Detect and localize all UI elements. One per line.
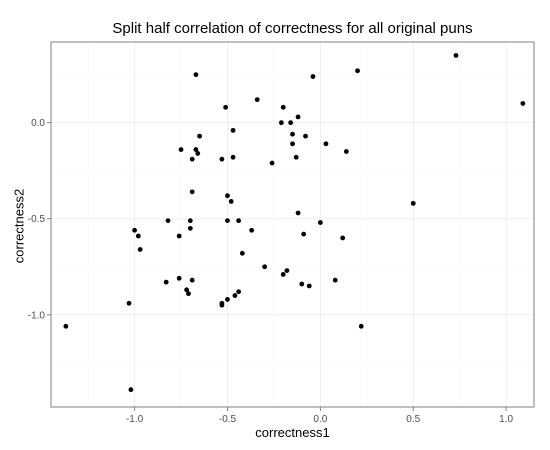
- data-point: [278, 120, 284, 126]
- data-point: [280, 272, 286, 277]
- data-point: [176, 233, 182, 239]
- data-point: [176, 275, 182, 281]
- plot-panel-border: [50, 41, 535, 408]
- data-point: [135, 233, 141, 239]
- data-point: [340, 235, 346, 241]
- y-axis: -1.0 -0.5 0.0: [28, 118, 51, 321]
- data-point: [295, 210, 301, 216]
- x-axis: -1.0 -0.5 0.0 0.5 1.0: [126, 407, 514, 425]
- data-point: [126, 300, 132, 306]
- data-point: [193, 147, 199, 152]
- data-point: [306, 283, 312, 289]
- data-point: [63, 323, 69, 329]
- data-point: [178, 147, 184, 152]
- data-point: [189, 189, 195, 195]
- x-tick-label: -0.5: [219, 414, 237, 425]
- data-point: [230, 154, 236, 160]
- data-point: [410, 200, 416, 206]
- x-tick-label: 0.0: [313, 414, 327, 425]
- data-point: [189, 156, 195, 162]
- data-point: [232, 293, 238, 298]
- data-point: [195, 151, 201, 156]
- plot-panel: [51, 42, 534, 407]
- data-point: [193, 72, 199, 78]
- x-tick-label: -1.0: [126, 414, 144, 425]
- x-tick-label: 1.0: [499, 414, 513, 425]
- data-point: [355, 68, 360, 74]
- data-point: [236, 289, 242, 295]
- data-point: [293, 154, 299, 160]
- data-point: [290, 141, 295, 147]
- data-point: [225, 193, 230, 199]
- data-point: [301, 231, 307, 237]
- data-point: [165, 218, 171, 224]
- data-point: [303, 133, 308, 139]
- minor-grid: [51, 42, 534, 407]
- data-point: [288, 120, 294, 126]
- data-point: [163, 279, 169, 285]
- y-tick-label: 0.0: [31, 118, 45, 129]
- data-point: [332, 277, 338, 283]
- x-tick-label: 0.5: [406, 414, 420, 425]
- data-point: [284, 268, 290, 274]
- y-tick-label: -1.0: [28, 310, 46, 321]
- data-point: [223, 104, 229, 110]
- data-point: [239, 250, 245, 256]
- data-point: [520, 101, 526, 106]
- data-point: [219, 156, 225, 162]
- data-point: [290, 131, 295, 137]
- data-point: [299, 281, 305, 287]
- data-point: [295, 114, 301, 120]
- data-point: [310, 74, 316, 79]
- data-point: [317, 220, 323, 225]
- data-point: [187, 218, 193, 224]
- data-point: [249, 227, 255, 233]
- data-point: [132, 227, 137, 233]
- data-point: [225, 218, 230, 224]
- data-point: [187, 225, 193, 231]
- data-point: [236, 218, 242, 224]
- data-point: [230, 127, 236, 133]
- points-layer: [63, 53, 526, 393]
- data-point: [197, 133, 203, 139]
- y-tick-label: -0.5: [28, 214, 46, 225]
- data-point: [228, 199, 234, 204]
- data-point: [254, 97, 260, 103]
- data-point: [453, 53, 459, 58]
- data-point: [323, 141, 329, 147]
- data-point: [184, 287, 190, 293]
- data-point: [262, 264, 268, 270]
- data-point: [358, 323, 364, 329]
- chart-title: Split half correlation of correctness fo…: [112, 20, 473, 37]
- data-point: [186, 291, 191, 297]
- x-axis-label: correctness1: [255, 425, 330, 440]
- y-axis-label: correctness2: [11, 188, 27, 264]
- data-point: [137, 247, 143, 252]
- data-point: [225, 297, 230, 302]
- data-point: [343, 149, 349, 154]
- data-point: [128, 387, 134, 393]
- data-point: [280, 104, 286, 110]
- data-point: [219, 302, 225, 308]
- data-point: [189, 277, 195, 283]
- data-point: [269, 160, 275, 166]
